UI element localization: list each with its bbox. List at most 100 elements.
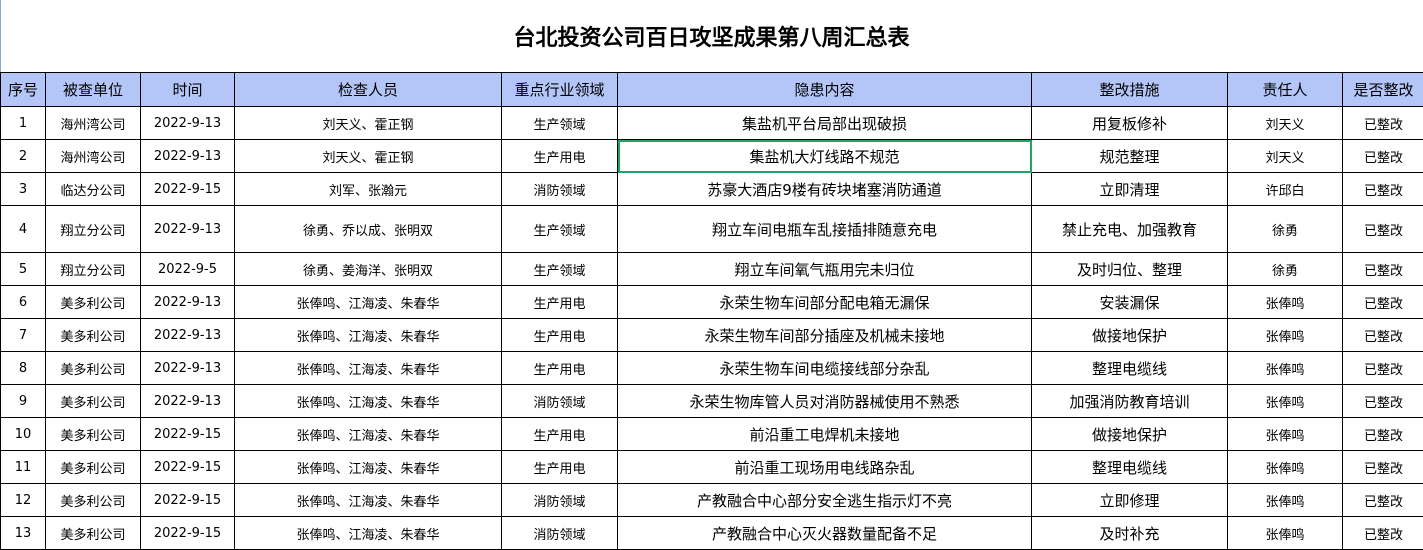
cell-hazard[interactable]: 集盐机大灯线路不规范 — [617, 139, 1032, 173]
cell-owner[interactable]: 张俸鸣 — [1227, 450, 1343, 484]
cell-remedy[interactable]: 整理电缆线 — [1031, 351, 1228, 385]
cell-status[interactable]: 已整改 — [1342, 351, 1423, 385]
cell-sector[interactable]: 生产领域 — [501, 252, 618, 286]
cell-remedy[interactable]: 加强消防教育培训 — [1031, 384, 1228, 418]
cell-inspectors[interactable]: 张俸鸣、江海凌、朱春华 — [234, 318, 502, 352]
cell-sector[interactable]: 消防领域 — [501, 172, 618, 206]
cell-hazard[interactable]: 产教融合中心部分安全逃生指示灯不亮 — [617, 483, 1032, 517]
cell-index[interactable]: 3 — [0, 172, 46, 206]
header-col-status[interactable]: 是否整改 — [1342, 72, 1423, 107]
cell-owner[interactable]: 张俸鸣 — [1227, 318, 1343, 352]
cell-unit[interactable]: 翔立分公司 — [45, 205, 141, 253]
cell-owner[interactable]: 张俸鸣 — [1227, 351, 1343, 385]
cell-inspectors[interactable]: 张俸鸣、江海凌、朱春华 — [234, 384, 502, 418]
cell-status[interactable]: 已整改 — [1342, 106, 1423, 140]
cell-index[interactable]: 10 — [0, 417, 46, 451]
cell-unit[interactable]: 美多利公司 — [45, 351, 141, 385]
cell-date[interactable]: 2022-9-13 — [140, 384, 235, 418]
cell-unit[interactable]: 美多利公司 — [45, 450, 141, 484]
cell-owner[interactable]: 徐勇 — [1227, 205, 1343, 253]
cell-status[interactable]: 已整改 — [1342, 417, 1423, 451]
cell-date[interactable]: 2022-9-15 — [140, 417, 235, 451]
cell-unit[interactable]: 美多利公司 — [45, 417, 141, 451]
cell-hazard[interactable]: 翔立车间电瓶车乱接插排随意充电 — [617, 205, 1032, 253]
cell-status[interactable]: 已整改 — [1342, 139, 1423, 173]
cell-hazard[interactable]: 前沿重工电焊机未接地 — [617, 417, 1032, 451]
cell-unit[interactable]: 美多利公司 — [45, 483, 141, 517]
cell-sector[interactable]: 生产领域 — [501, 106, 618, 140]
cell-hazard[interactable]: 永荣生物车间电缆接线部分杂乱 — [617, 351, 1032, 385]
cell-unit[interactable]: 临达分公司 — [45, 172, 141, 206]
cell-sector[interactable]: 生产用电 — [501, 318, 618, 352]
header-col-date[interactable]: 时间 — [140, 72, 235, 107]
cell-sector[interactable]: 生产领域 — [501, 205, 618, 253]
cell-owner[interactable]: 徐勇 — [1227, 252, 1343, 286]
cell-hazard[interactable]: 苏豪大酒店9楼有砖块堵塞消防通道 — [617, 172, 1032, 206]
cell-hazard[interactable]: 翔立车间氧气瓶用完未归位 — [617, 252, 1032, 286]
cell-date[interactable]: 2022-9-15 — [140, 483, 235, 517]
cell-unit[interactable]: 海州湾公司 — [45, 106, 141, 140]
header-col-index[interactable]: 序号 — [0, 72, 46, 107]
cell-owner[interactable]: 张俸鸣 — [1227, 417, 1343, 451]
cell-unit[interactable]: 海州湾公司 — [45, 139, 141, 173]
cell-owner[interactable]: 张俸鸣 — [1227, 483, 1343, 517]
cell-sector[interactable]: 生产用电 — [501, 351, 618, 385]
cell-remedy[interactable]: 禁止充电、加强教育 — [1031, 205, 1228, 253]
cell-date[interactable]: 2022-9-15 — [140, 516, 235, 550]
cell-status[interactable]: 已整改 — [1342, 384, 1423, 418]
header-col-sector[interactable]: 重点行业领域 — [501, 72, 618, 107]
cell-inspectors[interactable]: 张俸鸣、江海凌、朱春华 — [234, 417, 502, 451]
cell-status[interactable]: 已整改 — [1342, 172, 1423, 206]
cell-remedy[interactable]: 及时归位、整理 — [1031, 252, 1228, 286]
cell-date[interactable]: 2022-9-13 — [140, 205, 235, 253]
cell-inspectors[interactable]: 张俸鸣、江海凌、朱春华 — [234, 450, 502, 484]
cell-sector[interactable]: 消防领域 — [501, 483, 618, 517]
cell-inspectors[interactable]: 张俸鸣、江海凌、朱春华 — [234, 285, 502, 319]
cell-date[interactable]: 2022-9-15 — [140, 172, 235, 206]
cell-hazard[interactable]: 永荣生物车间部分配电箱无漏保 — [617, 285, 1032, 319]
cell-hazard[interactable]: 集盐机平台局部出现破损 — [617, 106, 1032, 140]
cell-owner[interactable]: 刘天义 — [1227, 106, 1343, 140]
cell-status[interactable]: 已整改 — [1342, 516, 1423, 550]
cell-date[interactable]: 2022-9-15 — [140, 450, 235, 484]
cell-owner[interactable]: 张俸鸣 — [1227, 516, 1343, 550]
cell-inspectors[interactable]: 徐勇、乔以成、张明双 — [234, 205, 502, 253]
cell-date[interactable]: 2022-9-13 — [140, 351, 235, 385]
cell-index[interactable]: 11 — [0, 450, 46, 484]
cell-sector[interactable]: 生产用电 — [501, 417, 618, 451]
cell-index[interactable]: 5 — [0, 252, 46, 286]
cell-status[interactable]: 已整改 — [1342, 205, 1423, 253]
header-col-remedy[interactable]: 整改措施 — [1031, 72, 1228, 107]
cell-index[interactable]: 1 — [0, 106, 46, 140]
cell-remedy[interactable]: 做接地保护 — [1031, 417, 1228, 451]
cell-sector[interactable]: 生产用电 — [501, 285, 618, 319]
cell-hazard[interactable]: 产教融合中心灭火器数量配备不足 — [617, 516, 1032, 550]
cell-sector[interactable]: 生产用电 — [501, 139, 618, 173]
cell-hazard[interactable]: 前沿重工现场用电线路杂乱 — [617, 450, 1032, 484]
cell-owner[interactable]: 张俸鸣 — [1227, 285, 1343, 319]
cell-remedy[interactable]: 及时补充 — [1031, 516, 1228, 550]
cell-index[interactable]: 6 — [0, 285, 46, 319]
cell-unit[interactable]: 美多利公司 — [45, 384, 141, 418]
cell-remedy[interactable]: 立即清理 — [1031, 172, 1228, 206]
cell-inspectors[interactable]: 张俸鸣、江海凌、朱春华 — [234, 351, 502, 385]
cell-remedy[interactable]: 做接地保护 — [1031, 318, 1228, 352]
cell-date[interactable]: 2022-9-13 — [140, 106, 235, 140]
cell-sector[interactable]: 消防领域 — [501, 516, 618, 550]
cell-index[interactable]: 8 — [0, 351, 46, 385]
cell-remedy[interactable]: 用复板修补 — [1031, 106, 1228, 140]
header-col-owner[interactable]: 责任人 — [1227, 72, 1343, 107]
cell-index[interactable]: 7 — [0, 318, 46, 352]
cell-index[interactable]: 13 — [0, 516, 46, 550]
sheet-title[interactable]: 台北投资公司百日攻坚成果第八周汇总表 — [513, 26, 910, 51]
cell-remedy[interactable]: 立即修理 — [1031, 483, 1228, 517]
cell-unit[interactable]: 翔立分公司 — [45, 252, 141, 286]
cell-unit[interactable]: 美多利公司 — [45, 318, 141, 352]
cell-index[interactable]: 4 — [0, 205, 46, 253]
cell-sector[interactable]: 消防领域 — [501, 384, 618, 418]
cell-date[interactable]: 2022-9-13 — [140, 139, 235, 173]
header-col-unit[interactable]: 被查单位 — [45, 72, 141, 107]
cell-unit[interactable]: 美多利公司 — [45, 285, 141, 319]
cell-sector[interactable]: 生产用电 — [501, 450, 618, 484]
cell-status[interactable]: 已整改 — [1342, 285, 1423, 319]
